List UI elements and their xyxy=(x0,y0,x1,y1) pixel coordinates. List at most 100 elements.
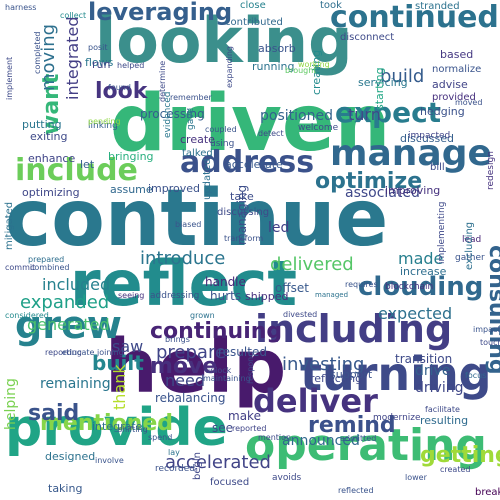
word-managed: managed xyxy=(315,291,348,299)
word-using: using xyxy=(210,139,234,149)
word-investing: investing xyxy=(282,354,364,375)
word-posit: posit xyxy=(88,43,108,52)
word-support: support xyxy=(330,368,373,381)
word-provided: provided xyxy=(432,92,476,103)
word-consulting: consulting xyxy=(484,245,500,375)
word-reported: reported xyxy=(232,424,266,433)
word-running: running xyxy=(252,60,294,73)
word-divested: divested xyxy=(283,310,317,319)
word-prepared: prepared xyxy=(28,255,64,264)
word-look: look xyxy=(95,79,149,104)
word-reflect: reflect xyxy=(70,247,297,320)
word-talked: talked xyxy=(182,148,213,159)
word-integrated: integrated xyxy=(63,16,82,100)
word-made: made xyxy=(398,249,443,268)
word-build: build xyxy=(380,66,424,87)
word-transform: transform xyxy=(224,234,263,243)
word-deliver: deliver xyxy=(253,382,378,420)
word-lower: lower xyxy=(405,473,428,482)
word-impacted: impacted xyxy=(408,131,450,141)
word-hurts: hurts xyxy=(210,289,241,303)
word-reporting: reporting xyxy=(45,348,82,357)
word-enhance: enhance xyxy=(28,152,75,165)
word-blockchain: blockchain xyxy=(385,282,433,292)
word-advise: advise xyxy=(432,78,468,91)
word-found: found xyxy=(108,83,131,92)
word-included: included xyxy=(42,275,110,294)
word-created: created xyxy=(440,465,470,474)
word-expect: expect xyxy=(335,96,441,129)
word-flows: flows xyxy=(85,56,114,69)
word-welcome: welcome xyxy=(298,123,339,133)
word-pending: pending xyxy=(88,117,121,126)
word-break: break xyxy=(475,487,500,498)
word-excluding: excluding xyxy=(464,222,475,270)
word-run: run xyxy=(92,58,110,71)
word-looking: looking xyxy=(95,4,352,77)
word-drive: drive xyxy=(415,363,450,379)
word-continue: continue xyxy=(5,174,388,264)
word-accelerate: accelerate xyxy=(225,158,283,171)
word-implementing: implementing xyxy=(437,202,447,264)
word-create: create xyxy=(180,133,215,146)
word-assume: assume xyxy=(110,183,153,196)
word-linking: linking xyxy=(88,121,118,131)
word-facilitate: facilitate xyxy=(425,405,460,414)
word-harness: harness xyxy=(5,3,36,12)
word-modernize: modernize xyxy=(373,413,421,423)
word-working: working xyxy=(298,60,330,69)
word-collect: collect xyxy=(60,11,86,20)
word-remaining: remaining xyxy=(40,376,111,392)
word-led: led xyxy=(268,220,289,236)
word-help: help xyxy=(105,324,286,410)
word-take: take xyxy=(230,190,254,203)
word-shipped: shipped xyxy=(245,290,288,303)
word-brings: brings xyxy=(165,335,190,344)
word-associated: associated xyxy=(345,185,420,201)
word-continuing: continuing xyxy=(150,319,282,344)
word-discussing: discussing xyxy=(217,207,269,218)
word-implement: implement xyxy=(5,57,14,100)
word-improved: improved xyxy=(148,182,200,195)
word-reflecting: reflecting xyxy=(310,372,362,385)
word-provide: provide xyxy=(5,398,228,458)
word-updated: updated xyxy=(202,158,213,200)
word-helping: helping xyxy=(3,378,19,430)
word-want: want xyxy=(39,73,64,135)
word-said: said xyxy=(28,401,79,426)
word-maintaining: maintaining xyxy=(203,374,251,383)
word-disconnect: disconnect xyxy=(340,32,394,43)
word-based: based xyxy=(440,48,473,61)
word-shifting: shifting xyxy=(118,425,148,434)
word-reflected: reflected xyxy=(338,486,374,495)
word-lead: lead xyxy=(462,235,481,245)
word-leveraging: leveraging xyxy=(88,0,232,26)
word-include: include xyxy=(15,153,138,188)
word-gather: gather xyxy=(455,253,485,263)
word-resulted: resulted xyxy=(218,345,267,359)
word-completed: completed xyxy=(33,32,42,74)
word-unlock: unlock xyxy=(205,366,232,375)
word-contributed: contributed xyxy=(225,17,283,28)
word-requires: requires xyxy=(345,280,378,289)
word-lay: lay xyxy=(168,448,180,457)
word-saw: saw xyxy=(112,337,143,356)
word-let: let xyxy=(80,158,95,171)
word-creating: creating xyxy=(310,50,323,95)
word-involve: involve xyxy=(95,456,124,465)
word-servicing: servicing xyxy=(358,76,408,89)
word-admitted: admitted xyxy=(340,434,376,443)
word-grew: grew xyxy=(15,303,122,347)
word-improving: improving xyxy=(385,184,440,197)
word-transition: transition xyxy=(395,352,452,366)
word-processing: processing xyxy=(140,107,205,121)
word-coupled: coupled xyxy=(205,125,237,134)
word-designed: designed xyxy=(45,450,95,463)
word-combined: combined xyxy=(30,263,69,272)
word-starting: starting xyxy=(373,67,386,110)
word-positioned: positioned xyxy=(260,108,333,124)
word-spend: spend xyxy=(148,433,172,442)
word-focus: focus xyxy=(465,371,486,380)
word-recorded: recorded xyxy=(155,464,195,474)
